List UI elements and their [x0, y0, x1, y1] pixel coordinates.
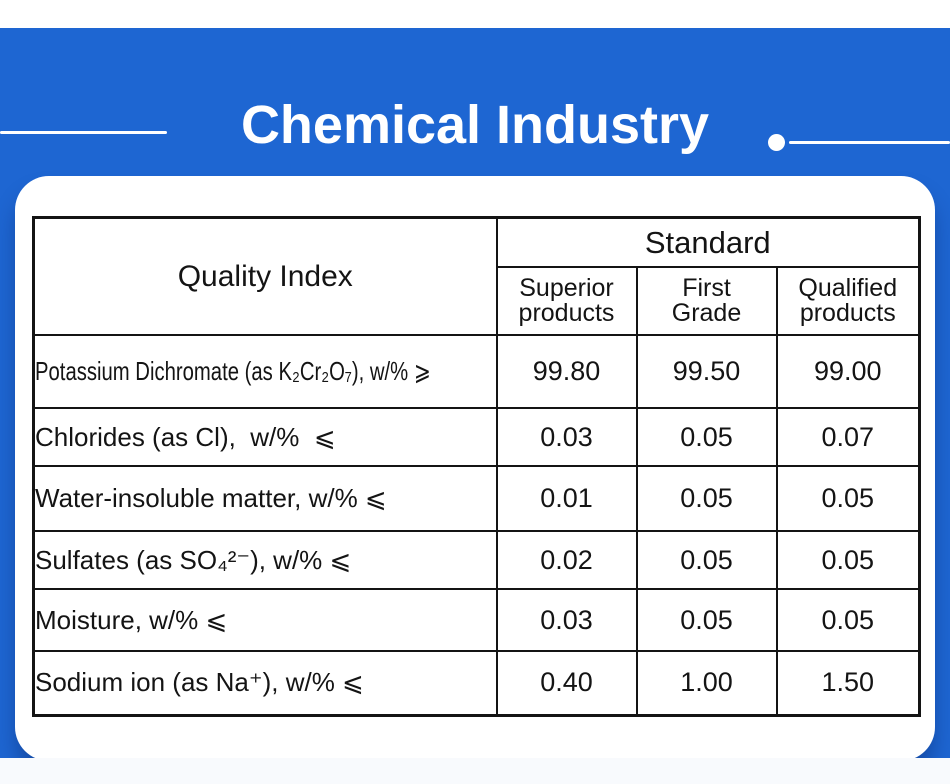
row-label-text: Potassium Dichromate (as K₂Cr₂O₇), w/% ⩾ — [35, 356, 431, 386]
value-qualified: 0.05 — [775, 588, 921, 652]
quality-index-header: Quality Index — [32, 216, 498, 336]
page-title: Chemical Industry — [240, 95, 710, 155]
row-label-text: Moisture, w/% ⩽ — [35, 604, 228, 635]
value-qualified: 0.05 — [775, 530, 921, 590]
value-superior: 0.03 — [495, 588, 638, 652]
value-qualified: 0.05 — [775, 465, 921, 532]
row-label-text: Sodium ion (as Na⁺), w/% ⩽ — [35, 667, 364, 698]
bottom-light-strip — [0, 758, 950, 784]
column-header-line: Grade — [671, 299, 742, 327]
value-superior: 99.80 — [495, 334, 638, 409]
title-right-line — [789, 141, 950, 144]
value-superior: 0.03 — [495, 407, 638, 467]
table-row-sodium-ion: Sodium ion (as Na⁺), w/% ⩽ 0.40 1.00 1.5… — [32, 650, 921, 716]
value-first: 0.05 — [635, 588, 778, 652]
spec-table: Quality Index Standard Superior products… — [32, 216, 922, 717]
header-row-grades: Superior products First Grade Qualified … — [34, 266, 921, 336]
value-first: 0.05 — [635, 465, 778, 532]
row-label: Water-insoluble matter, w/% ⩽ — [32, 465, 498, 532]
value-qualified: 99.00 — [775, 334, 921, 409]
table-row-water-insoluble: Water-insoluble matter, w/% ⩽ 0.01 0.05 … — [32, 465, 921, 532]
row-label-text: Sulfates (as SO₄²⁻), w/% ⩽ — [35, 544, 352, 575]
table-row-moisture: Moisture, w/% ⩽ 0.03 0.05 0.05 — [32, 588, 921, 652]
column-header-line: products — [799, 299, 896, 327]
top-white-strip — [0, 0, 950, 28]
value-superior: 0.02 — [495, 530, 638, 590]
table-row-potassium-dichromate: Potassium Dichromate (as K₂Cr₂O₇), w/% ⩾… — [32, 334, 921, 409]
header-row-standard: Quality Index Standard — [32, 216, 921, 336]
value-qualified: 1.50 — [775, 650, 921, 716]
table-row-sulfates: Sulfates (as SO₄²⁻), w/% ⩽ 0.02 0.05 0.0… — [32, 530, 921, 590]
value-first: 0.05 — [635, 530, 778, 590]
value-first: 99.50 — [635, 334, 778, 409]
standard-header: Standard — [495, 216, 921, 268]
title-left-line — [0, 131, 167, 134]
column-header-line: products — [518, 299, 615, 327]
value-superior: 0.40 — [495, 650, 638, 716]
blue-banner: Chemical Industry Quality Index Standard — [0, 28, 950, 761]
value-qualified: 0.07 — [775, 407, 921, 467]
title-dot-icon — [768, 134, 785, 151]
spec-card: Quality Index Standard Superior products… — [15, 176, 935, 761]
row-label: Potassium Dichromate (as K₂Cr₂O₇), w/% ⩾ — [32, 334, 498, 409]
row-label-text: Water-insoluble matter, w/% ⩽ — [35, 483, 387, 513]
column-header-qualified-products: Qualified products — [775, 266, 921, 336]
column-header-line: First — [682, 274, 731, 302]
row-label: Sodium ion (as Na⁺), w/% ⩽ — [32, 650, 498, 716]
value-superior: 0.01 — [495, 465, 638, 532]
table-row-chlorides: Chlorides (as Cl), w/% ⩽ 0.03 0.05 0.07 — [32, 407, 921, 467]
column-header-line: Qualified — [798, 274, 898, 302]
row-label-text: Chlorides (as Cl), w/% ⩽ — [35, 421, 336, 452]
column-header-first-grade: First Grade — [635, 266, 778, 336]
value-first: 0.05 — [635, 407, 778, 467]
column-header-superior-products: Superior products — [495, 266, 638, 336]
row-label: Chlorides (as Cl), w/% ⩽ — [32, 407, 498, 467]
row-label: Sulfates (as SO₄²⁻), w/% ⩽ — [32, 530, 498, 590]
value-first: 1.00 — [635, 650, 778, 716]
row-label: Moisture, w/% ⩽ — [32, 588, 498, 652]
column-header-line: Superior — [519, 274, 614, 302]
